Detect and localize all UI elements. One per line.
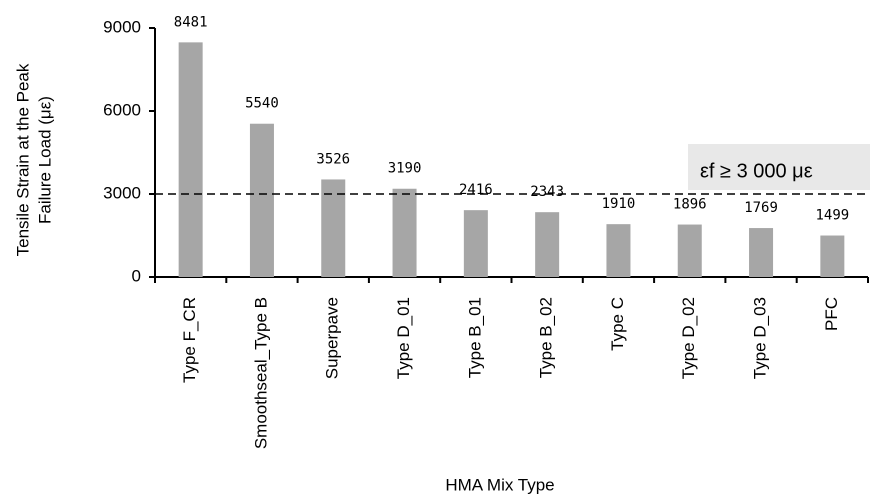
- y-axis-label: Failure Load (με): [35, 96, 54, 224]
- x-tick-label: Type D_02: [679, 297, 698, 379]
- x-tick-label: Type D_01: [394, 297, 413, 379]
- value-label: 2416: [459, 182, 493, 198]
- x-tick-label: Smoothseal_Type B: [251, 297, 270, 449]
- bar: [606, 224, 631, 277]
- value-label: 3190: [388, 161, 422, 177]
- x-tick-label: PFC: [822, 297, 841, 331]
- x-tick-label: Type D_03: [751, 297, 770, 379]
- bar: [249, 123, 274, 277]
- x-tick-label: Type C: [608, 297, 627, 351]
- bar: [677, 224, 702, 277]
- bar: [178, 42, 203, 277]
- value-label: 5540: [245, 96, 279, 112]
- y-tick-label: 0: [132, 266, 141, 285]
- value-label: 2343: [530, 184, 564, 200]
- bar: [321, 179, 346, 277]
- x-tick-label: Superpave: [323, 297, 342, 379]
- value-label: 3526: [316, 151, 350, 167]
- bar: [463, 210, 488, 277]
- annotation-box: [688, 144, 870, 190]
- value-label: 1896: [673, 197, 707, 213]
- annotation: εf ≥ 3 000 με: [700, 160, 813, 182]
- x-tick-label: Type F_CR: [180, 297, 199, 383]
- y-tick-label: 6000: [103, 100, 141, 119]
- y-tick-label: 9000: [103, 17, 141, 36]
- bar: [535, 212, 560, 277]
- value-label: 1910: [602, 196, 636, 212]
- value-label: 1769: [744, 200, 778, 216]
- bar: [392, 188, 417, 277]
- x-tick-label: Type B_02: [537, 297, 556, 378]
- y-tick-label: 3000: [103, 183, 141, 202]
- value-label: 8481: [174, 14, 208, 30]
- x-tick-label: Type B_01: [465, 297, 484, 378]
- y-axis-label: Tensile Strain at the Peak: [13, 63, 32, 256]
- bar: [820, 235, 845, 277]
- x-axis-label: HMA Mix Type: [445, 475, 554, 494]
- value-label: 1499: [815, 208, 849, 224]
- bar: [749, 228, 774, 277]
